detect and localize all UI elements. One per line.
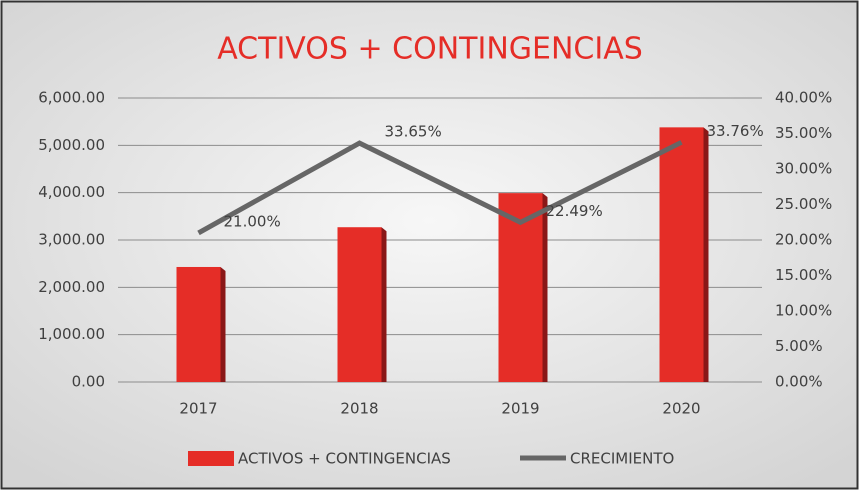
bar-side	[542, 193, 548, 382]
y-tick-label: 1,000.00	[38, 325, 105, 343]
y-tick-label: 2,000.00	[38, 278, 105, 296]
bar-side	[703, 127, 709, 382]
y2-tick-label: 15.00%	[775, 266, 832, 284]
y2-tick-label: 0.00%	[775, 373, 823, 391]
data-label: 33.65%	[385, 123, 442, 141]
y-tick-label: 0.00	[72, 373, 105, 391]
y2-tick-label: 40.00%	[775, 89, 832, 107]
y-tick-label: 6,000.00	[38, 89, 105, 107]
y2-tick-label: 30.00%	[775, 160, 832, 178]
x-tick-label: 2017	[179, 400, 217, 418]
bar-side	[220, 266, 226, 382]
bar-side	[381, 227, 387, 382]
x-tick-label: 2020	[662, 400, 700, 418]
y-tick-label: 5,000.00	[38, 136, 105, 154]
bar	[337, 227, 382, 382]
data-label: 22.49%	[546, 202, 603, 220]
x-tick-label: 2018	[340, 400, 378, 418]
legend-swatch	[188, 451, 234, 466]
y2-tick-label: 20.00%	[775, 231, 832, 249]
bar	[659, 127, 704, 382]
y2-tick-label: 5.00%	[775, 337, 823, 355]
line	[197, 140, 683, 236]
y2-tick-label: 25.00%	[775, 195, 832, 213]
y2-tick-label: 10.00%	[775, 302, 832, 320]
y-tick-label: 4,000.00	[38, 183, 105, 201]
chart-title: ACTIVOS + CONTINGENCIAS	[217, 32, 643, 67]
data-label: 21.00%	[224, 212, 281, 230]
y2-tick-label: 35.00%	[775, 124, 832, 142]
legend-label: CRECIMIENTO	[570, 450, 674, 468]
x-tick-label: 2019	[501, 400, 539, 418]
legend-label: ACTIVOS + CONTINGENCIAS	[238, 450, 451, 468]
data-label: 33.76%	[707, 122, 764, 140]
bar	[176, 266, 221, 382]
y-tick-label: 3,000.00	[38, 231, 105, 249]
